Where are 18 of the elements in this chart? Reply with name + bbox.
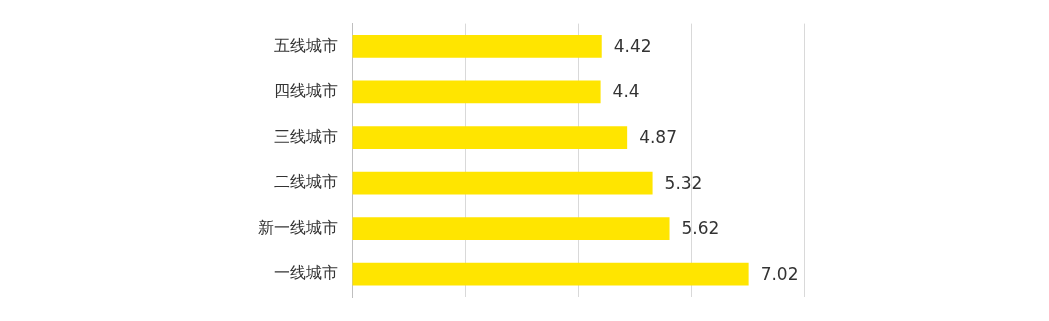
data-label: 5.62 <box>681 218 720 239</box>
y-tick-label: 一线城市 <box>274 263 338 283</box>
data-label: 5.32 <box>664 172 703 193</box>
bar <box>352 80 601 104</box>
bar <box>352 217 670 241</box>
data-label: 4.4 <box>612 81 640 102</box>
y-tick-label: 新一线城市 <box>258 217 338 237</box>
bar <box>352 171 653 195</box>
y-tick-label: 二线城市 <box>274 172 338 192</box>
data-label: 4.42 <box>613 35 652 56</box>
bar <box>352 262 749 286</box>
bar <box>352 34 602 58</box>
y-tick-label: 三线城市 <box>274 126 338 146</box>
y-tick-label: 五线城市 <box>274 35 338 55</box>
bar <box>352 126 628 149</box>
y-tick-label: 四线城市 <box>274 81 338 101</box>
data-label: 7.02 <box>760 263 799 284</box>
data-label: 4.87 <box>639 126 678 147</box>
